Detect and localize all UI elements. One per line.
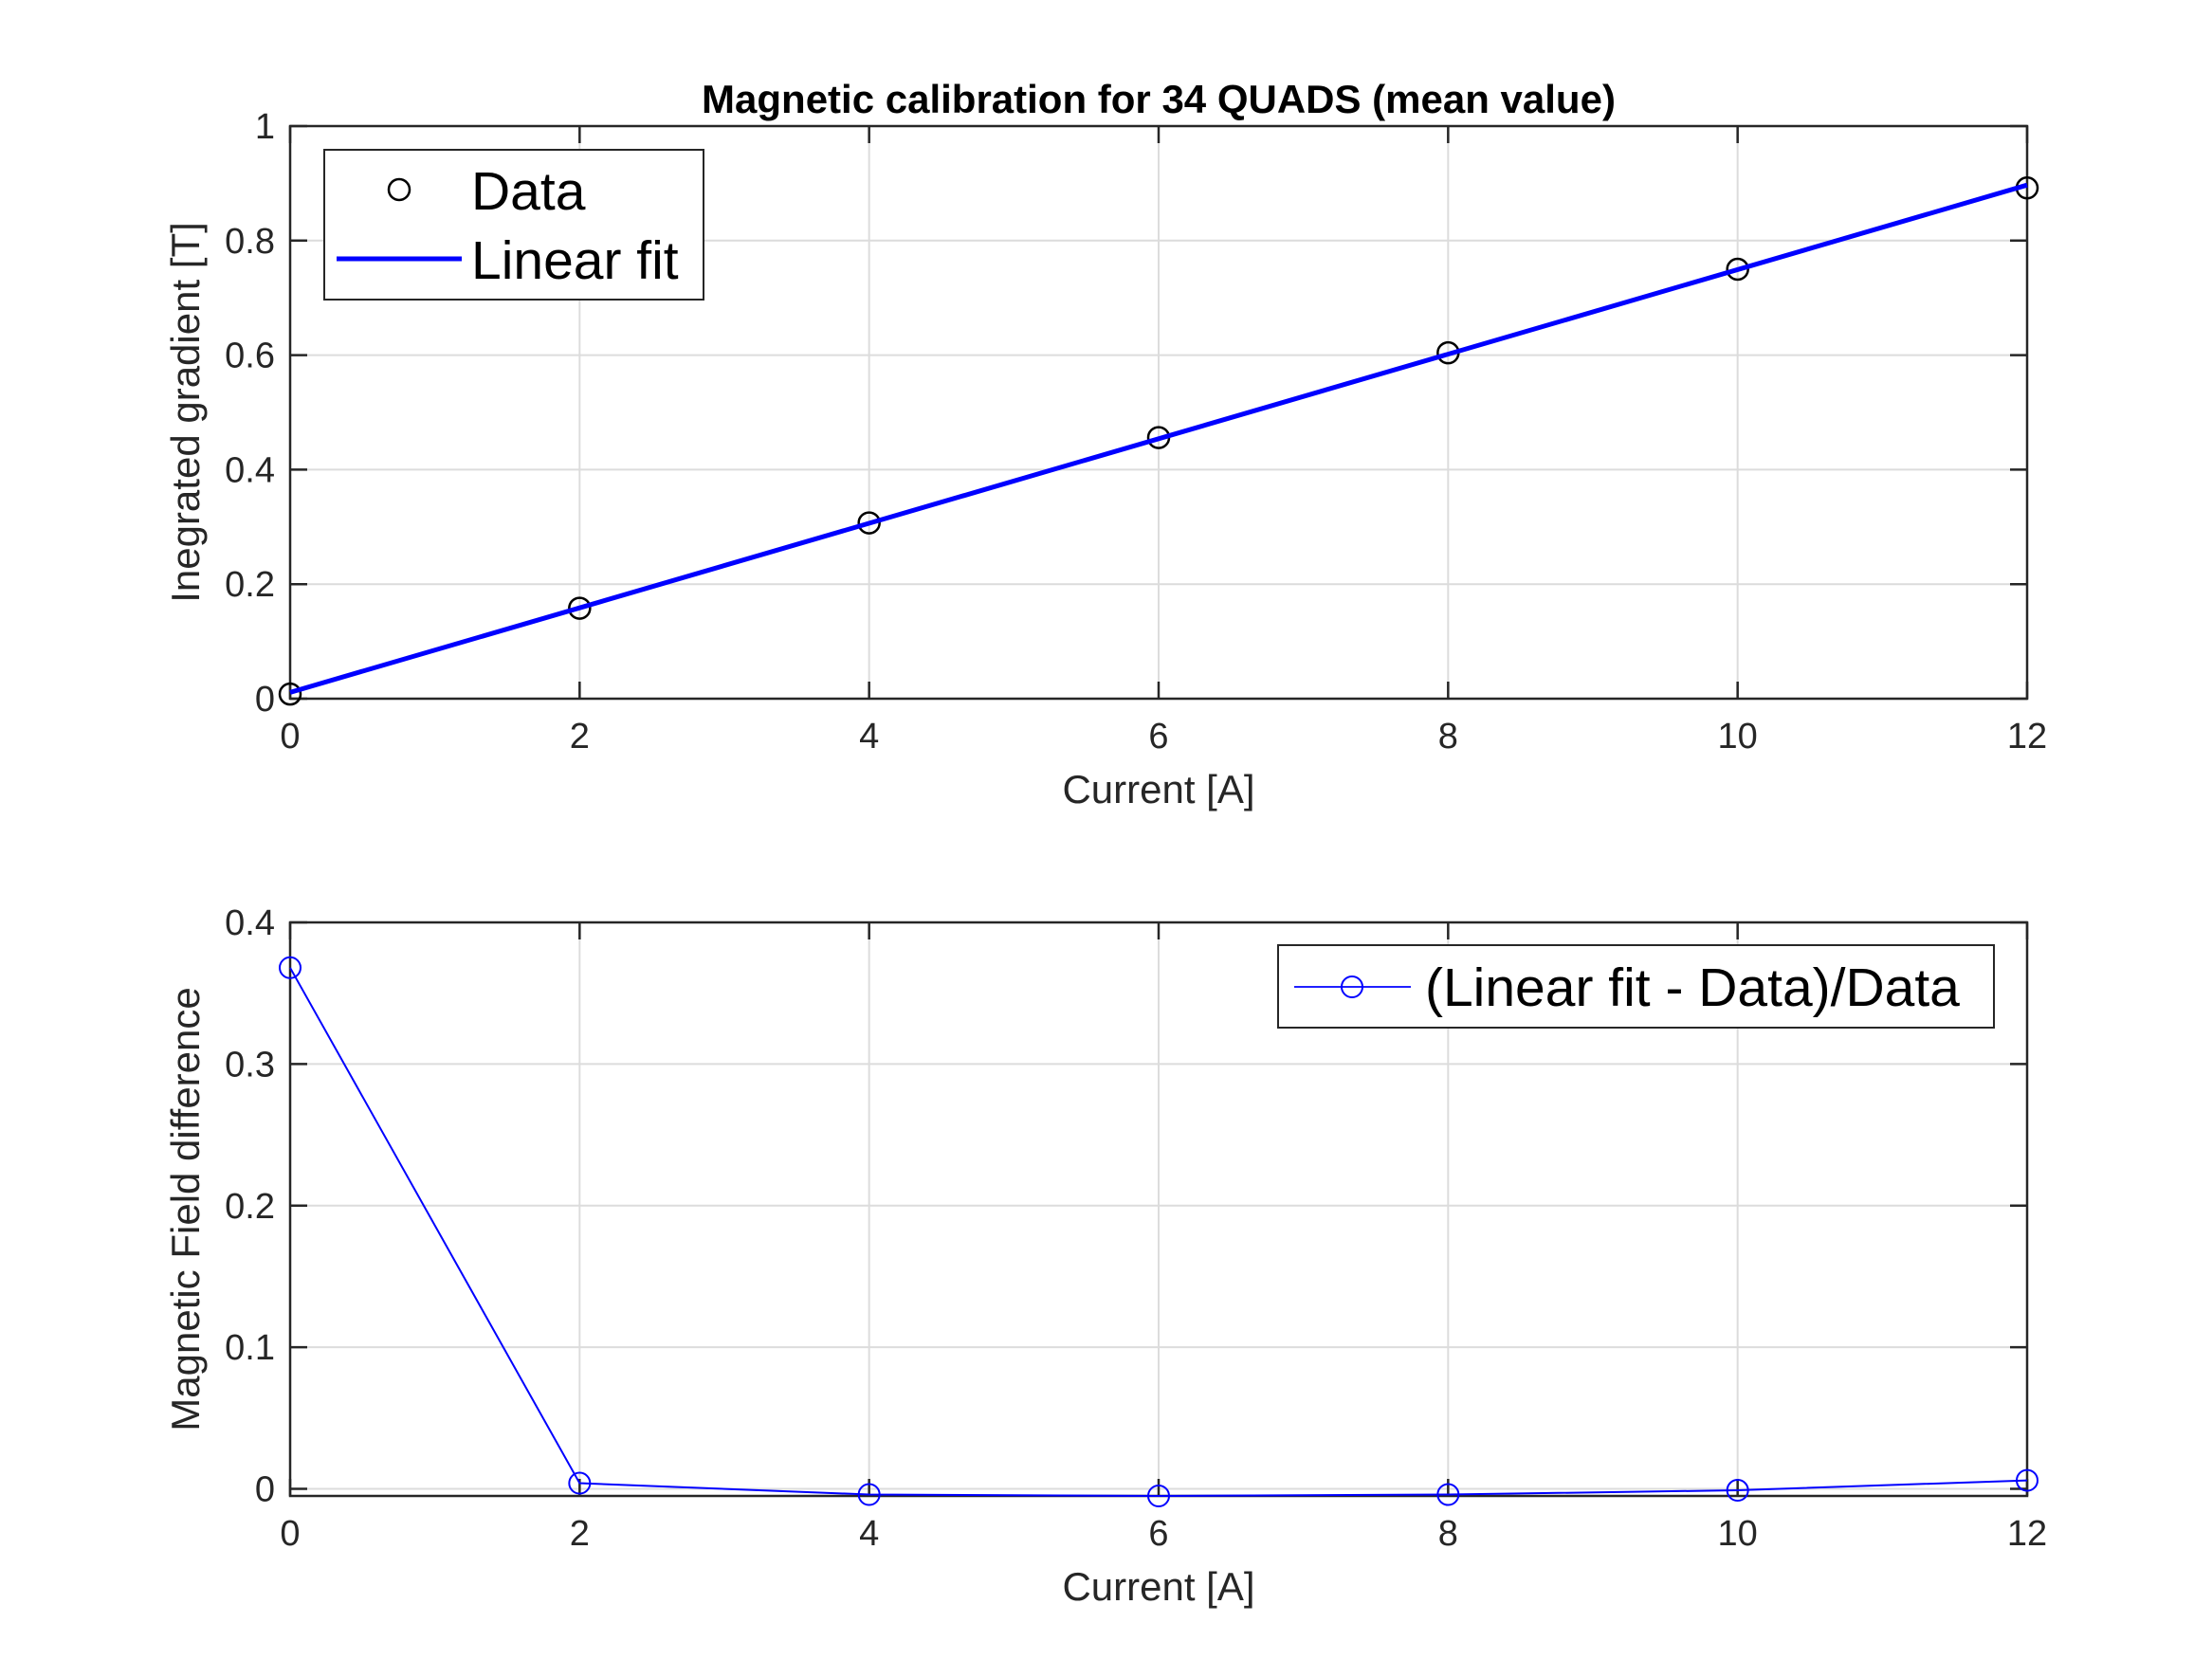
calibration-y-tick-label: 0 [255,680,275,720]
difference-diff-point [2016,1468,2038,1492]
difference-x-tick-label: 0 [280,1514,300,1554]
difference-diff-point [1436,1483,1460,1506]
calibration-x-tick-label: 4 [859,717,879,757]
difference-chart: 0 2 4 6 8 10 12 0 0.1 0.2 0.3 0.4 Current [A] Magne… [163,903,2047,1609]
difference-diff-series-line [289,967,2028,1498]
calibration-fit-series-line [289,182,2028,695]
calibration-x-tick-label: 6 [1148,717,1168,757]
difference-x-tick-label: 4 [859,1514,879,1554]
difference-diff-point [568,1471,592,1495]
difference-marks [279,956,2038,1507]
difference-x-tick-label: 12 [2007,1514,2047,1554]
difference-x-axis-label: Current [A] [1062,1564,1254,1609]
calibration-x-tick-label: 8 [1438,717,1458,757]
difference-y-tick-label: 0.3 [225,1045,275,1085]
calibration-data-point [568,596,592,620]
calibration-x-tick-label: 2 [570,717,590,757]
difference-ticks: 0 2 4 6 8 10 12 0 0.1 0.2 0.3 0.4 [225,903,2047,1554]
difference-diff-point [1726,1479,1749,1503]
calibration-x-tick-label: 10 [1718,717,1758,757]
legend-difference-label: (Linear fit - Data)/Data [1425,957,1960,1018]
calibration-data-point [278,682,302,706]
difference-legend-box [1277,944,1995,1029]
legend-linear-fit-label: Linear fit [471,230,679,291]
difference-diff-point [857,1483,881,1506]
difference-x-tick-label: 10 [1718,1514,1758,1554]
calibration-x-axis-label: Current [A] [1062,767,1254,811]
difference-x-tick-label: 8 [1438,1514,1458,1554]
difference-x-tick-label: 2 [570,1514,590,1554]
difference-diff-point [279,956,302,979]
calibration-x-tick-label: 12 [2007,717,2047,757]
calibration-legend-box [323,149,704,301]
calibration-legend: Data Linear fit [323,149,704,301]
legend-data-label: Data [471,161,586,222]
calibration-chart-title: Magnetic calibration for 34 QUADS (mean … [702,77,1616,121]
calibration-ticks: 0 2 4 6 8 10 12 0 0.2 0.4 0.6 0.8 1 [225,107,2047,757]
calibration-x-tick-label: 0 [280,717,300,757]
calibration-chart: 0 2 4 6 8 10 12 0 0.2 0.4 0.6 0.8 1 Magnetic calibra… [163,77,2047,811]
calibration-y-tick-label: 1 [255,107,275,147]
legend-data-marker-icon [387,177,411,202]
difference-y-tick-label: 0.1 [225,1328,275,1368]
calibration-y-tick-label: 0.2 [225,565,275,605]
calibration-y-tick-label: 0.8 [225,222,275,262]
difference-x-tick-label: 6 [1148,1514,1168,1554]
difference-y-tick-label: 0.2 [225,1187,275,1227]
calibration-y-tick-label: 0.6 [225,337,275,376]
calibration-y-axis-label: Inegrated gradient [T] [163,222,208,603]
difference-y-axis-label: Magnetic Field difference [163,987,208,1431]
difference-y-tick-label: 0 [255,1470,275,1510]
difference-legend: (Linear fit - Data)/Data [1277,944,1995,1029]
calibration-marks [278,175,2039,706]
difference-y-tick-label: 0.4 [225,903,275,943]
calibration-y-tick-label: 0.4 [225,450,275,490]
difference-diff-point [1147,1485,1170,1507]
legend-difference-marker-icon [1341,975,1363,998]
calibration-data-point [1726,257,1749,282]
calibration-data-point [857,511,881,535]
